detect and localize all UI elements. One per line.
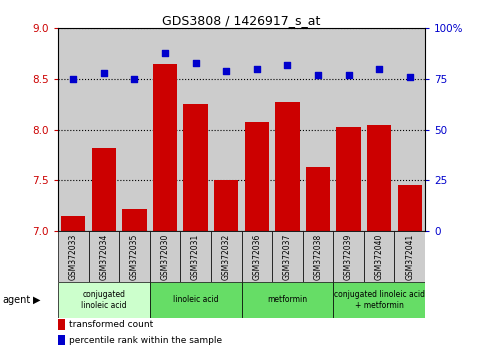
Text: conjugated linoleic acid
+ metformin: conjugated linoleic acid + metformin (334, 290, 425, 309)
Text: GSM372037: GSM372037 (283, 233, 292, 280)
Bar (153, 64, 177, 231)
Bar (306, 167, 330, 231)
Text: percentile rank within the sample: percentile rank within the sample (69, 336, 222, 345)
Point (100, 70, 108, 76)
Title: GDS3808 / 1426917_s_at: GDS3808 / 1426917_s_at (162, 14, 321, 27)
Bar (242, 231, 272, 282)
Bar (150, 28, 180, 231)
Text: linoleic acid: linoleic acid (173, 295, 218, 304)
Text: GSM372035: GSM372035 (130, 233, 139, 280)
Text: GSM372033: GSM372033 (69, 233, 78, 280)
Bar (244, 121, 269, 231)
Text: agent: agent (2, 295, 30, 305)
Point (253, 66, 261, 72)
Bar (180, 231, 211, 282)
Text: conjugated
linoleic acid: conjugated linoleic acid (81, 290, 127, 309)
Point (314, 72, 322, 78)
Bar (88, 231, 119, 282)
Bar (398, 185, 422, 231)
Bar (303, 231, 333, 282)
Point (375, 66, 383, 72)
Bar (58, 231, 88, 282)
Bar (333, 282, 425, 318)
Text: GSM372036: GSM372036 (252, 233, 261, 280)
Bar (242, 282, 333, 318)
Point (70, 76, 77, 82)
Bar (88, 28, 119, 231)
Text: GSM372031: GSM372031 (191, 233, 200, 280)
Point (192, 60, 199, 65)
Bar (272, 231, 303, 282)
Bar (58, 335, 65, 346)
Point (161, 50, 169, 56)
Text: ▶: ▶ (33, 295, 41, 305)
Bar (122, 209, 147, 231)
Bar (272, 28, 303, 231)
Point (222, 68, 230, 74)
Bar (58, 319, 65, 330)
Bar (364, 28, 395, 231)
Bar (92, 148, 116, 231)
Bar (303, 28, 333, 231)
Bar (336, 127, 361, 231)
Bar (333, 231, 364, 282)
Text: GSM372030: GSM372030 (160, 233, 170, 280)
Bar (364, 231, 395, 282)
Bar (184, 104, 208, 231)
Point (130, 76, 138, 82)
Bar (58, 282, 150, 318)
Text: GSM372040: GSM372040 (375, 233, 384, 280)
Bar (61, 216, 85, 231)
Bar (150, 282, 242, 318)
Bar (275, 102, 299, 231)
Point (284, 62, 291, 68)
Bar (395, 28, 425, 231)
Bar (150, 231, 180, 282)
Bar (211, 28, 242, 231)
Bar (58, 28, 88, 231)
Bar (211, 231, 242, 282)
Text: GSM372034: GSM372034 (99, 233, 108, 280)
Text: GSM372041: GSM372041 (405, 233, 414, 280)
Point (406, 74, 413, 80)
Bar (180, 28, 211, 231)
Text: metformin: metformin (267, 295, 308, 304)
Text: GSM372038: GSM372038 (313, 233, 323, 280)
Bar (119, 231, 150, 282)
Bar (242, 28, 272, 231)
Text: transformed count: transformed count (69, 320, 153, 329)
Point (345, 72, 353, 78)
Text: GSM372032: GSM372032 (222, 233, 231, 280)
Bar (214, 181, 239, 231)
Bar (119, 28, 150, 231)
Bar (395, 231, 425, 282)
Bar (333, 28, 364, 231)
Bar (367, 125, 391, 231)
Text: GSM372039: GSM372039 (344, 233, 353, 280)
